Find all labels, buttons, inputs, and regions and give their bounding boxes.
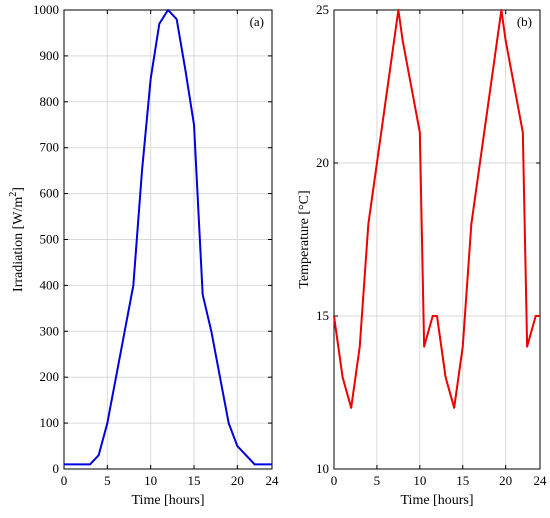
irradiation-xlabel: Time [hours] [132, 493, 205, 508]
irradiation-ytick-label-5: 500 [40, 232, 60, 247]
temperature-xtick-label-3: 15 [456, 473, 469, 488]
irradiation-ytick-label-0: 0 [53, 461, 60, 476]
irradiation-xtick-label-2: 10 [144, 473, 157, 488]
irradiation-ytick-label-2: 200 [40, 369, 60, 384]
irradiation-panel-label: (a) [250, 14, 264, 29]
temperature-chart: 0 5 10 15 20 24 10 15 20 25 Time [hours] Temperatur… [297, 2, 547, 508]
irradiation-ytick-label-10: 1000 [33, 2, 59, 17]
irradiation-xtick-label-4: 20 [231, 473, 244, 488]
irradiation-ytick-label-1: 100 [40, 415, 60, 430]
irradiation-ytick-label-4: 400 [40, 277, 60, 292]
irradiation-xtick-label-3: 15 [188, 473, 201, 488]
irradiation-xtick-label-1: 5 [104, 473, 111, 488]
temperature-xlabel: Time [hours] [401, 493, 474, 508]
temperature-ytick-label-3: 25 [316, 2, 329, 17]
irradiation-ytick-label-7: 700 [40, 140, 60, 155]
temperature-panel-label: (b) [517, 14, 532, 29]
irradiation-ylabel: Irradiation [W/m2] [8, 187, 26, 292]
irradiation-series-line-0 [64, 9, 272, 466]
irradiation-chart: 0 5 10 15 20 24 0 100 200 300 400 500 600 700 800 900 10… [8, 2, 279, 508]
temperature-ytick-label-0: 10 [316, 461, 329, 476]
irradiation-xtick-label-0: 0 [61, 473, 68, 488]
temperature-xtick-label-1: 5 [374, 473, 381, 488]
temperature-plot-frame [333, 9, 541, 470]
irradiation-ytick-label-8: 800 [40, 94, 60, 109]
temperature-ytick-label-1: 15 [316, 308, 329, 323]
temperature-xtick-label-4: 20 [499, 473, 512, 488]
irradiation-ytick-label-6: 600 [40, 186, 60, 201]
irradiation-ytick-label-9: 900 [40, 48, 60, 63]
temperature-xtick-label-0: 0 [331, 473, 338, 488]
temperature-xtick-label-5: 24 [534, 473, 548, 488]
ylabel-superscript: 2 [8, 192, 19, 197]
irradiation-xtick-label-5: 24 [266, 473, 280, 488]
temperature-ytick-label-2: 20 [316, 155, 329, 170]
temperature-xtick-label-2: 10 [413, 473, 426, 488]
temperature-ylabel: Temperature [°C] [297, 190, 312, 288]
irradiation-ytick-label-3: 300 [40, 323, 60, 338]
temperature-series-line-0 [333, 9, 540, 409]
